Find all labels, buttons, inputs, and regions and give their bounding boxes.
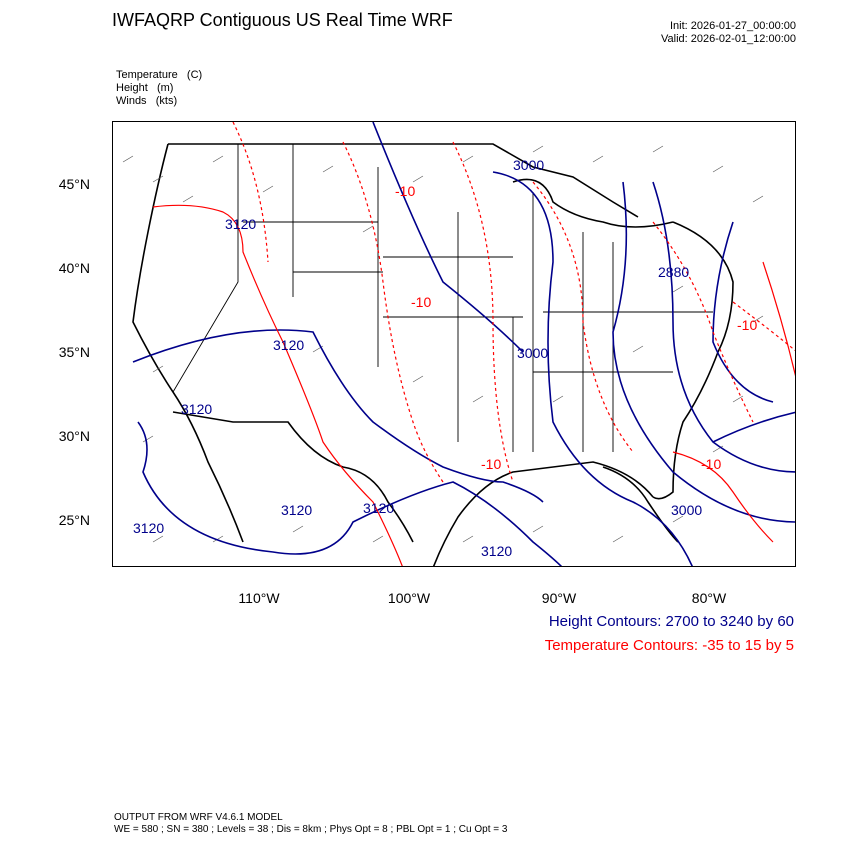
lon-label: 100°W [387,590,431,606]
great-lakes [512,178,674,228]
height-label: 3120 [133,520,164,536]
temperature-label: -10 [737,317,757,333]
canada-border [168,143,639,218]
coastlines [132,143,734,566]
temperature-label: -10 [411,294,431,310]
height-label: 3120 [481,543,512,559]
height-label: 3000 [513,157,544,173]
temperature-label: -10 [395,183,415,199]
temperature-contours [152,122,795,566]
model-footer: OUTPUT FROM WRF V4.6.1 MODEL WE = 580 ; … [114,812,507,836]
height-label: 3120 [225,216,256,232]
height-contour-labels: 3000 3120 2880 3000 3120 3120 3120 3120 … [133,157,702,559]
height-label: 3120 [181,401,212,417]
height-label: 3120 [281,502,312,518]
temperature-legend: Temperature Contours: -35 to 15 by 5 [544,637,794,654]
gulf-coast [432,461,654,566]
lon-label: 90°W [541,590,577,606]
temperature-label: -10 [701,456,721,472]
field-temperature: Temperature (C) [116,69,203,81]
lat-label: 35°N [58,344,90,360]
wind-barbs [122,145,764,543]
temperature-contour-labels: -10 -10 -10 -10 -10 [395,183,757,472]
height-label: 3000 [671,502,702,518]
lat-label: 30°N [58,428,90,444]
run-times: Init: 2026-01-27_00:00:00 Valid: 2026-02… [661,20,796,46]
lat-label: 45°N [58,176,90,192]
weather-map: 3000 3120 2880 3000 3120 3120 3120 3120 … [112,121,796,567]
chart-title: IWFAQRP Contiguous US Real Time WRF [112,10,453,30]
us-mexico-border [172,411,414,543]
field-height: Height (m) [116,82,174,94]
temperature-label: -10 [481,456,501,472]
lat-label: 25°N [58,512,90,528]
footer-model: OUTPUT FROM WRF V4.6.1 MODEL [114,812,283,823]
height-label: 2880 [658,264,689,280]
height-legend: Height Contours: 2700 to 3240 by 60 [548,613,794,630]
state-borders [172,144,713,452]
valid-time: Valid: 2026-02-01_12:00:00 [661,33,796,45]
height-label: 3000 [517,345,548,361]
lon-label: 110°W [238,590,280,606]
east-coast [652,221,734,500]
height-label: 3120 [363,500,394,516]
height-label: 3120 [273,337,304,353]
init-time: Init: 2026-01-27_00:00:00 [670,20,796,32]
lat-label: 40°N [58,260,90,276]
map-svg: 3000 3120 2880 3000 3120 3120 3120 3120 … [122,122,795,566]
height-contours [132,122,795,566]
florida [602,466,679,543]
lon-label: 80°W [691,590,727,606]
field-winds: Winds (kts) [116,95,178,107]
field-list: Temperature (C) Height (m) Winds (kts) [116,69,202,108]
footer-config: WE = 580 ; SN = 380 ; Levels = 38 ; Dis … [114,824,508,835]
